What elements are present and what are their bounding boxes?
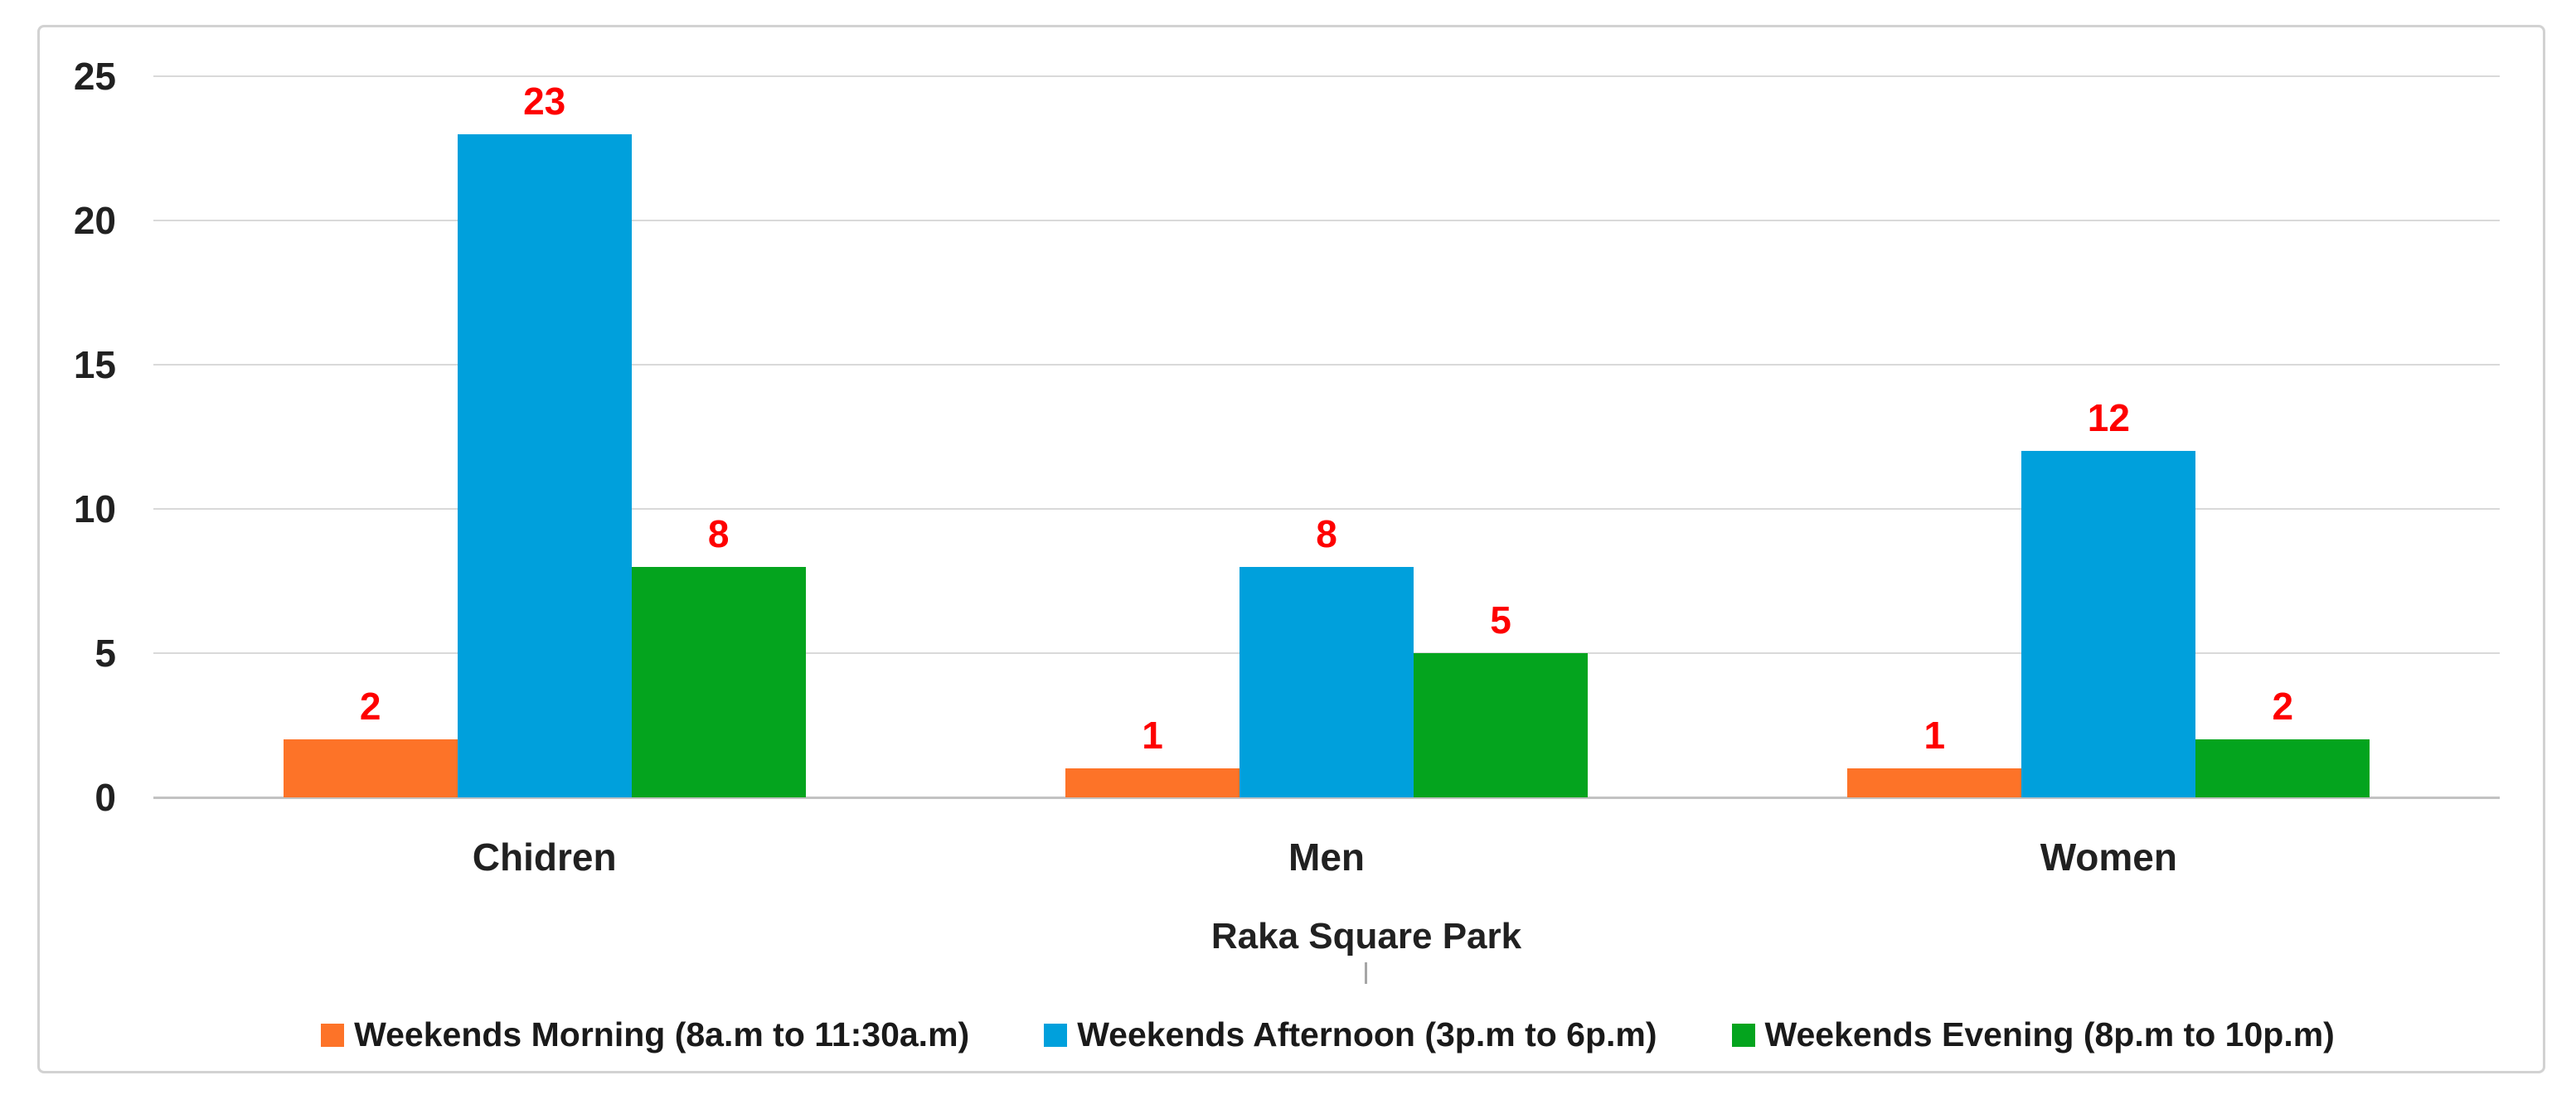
legend-label: Weekends Evening (8p.m to 10p.m) xyxy=(1764,1015,2335,1053)
bar-men-series-3 xyxy=(1414,653,1588,797)
bar-chidren-series-1 xyxy=(283,739,458,797)
bar-chidren-series-3 xyxy=(631,566,806,797)
gridline xyxy=(153,220,2500,221)
bar-women-series-3 xyxy=(2195,739,2370,797)
data-label: 2 xyxy=(359,685,381,729)
bar-chidren-series-2 xyxy=(457,133,632,797)
data-label: 23 xyxy=(523,79,566,123)
gridline xyxy=(153,75,2500,77)
category-label-chidren: Chidren xyxy=(472,836,617,879)
data-label: 12 xyxy=(2087,396,2130,440)
legend-item-1: Weekends Morning (8a.m to 11:30a.m) xyxy=(321,1015,969,1054)
bar-men-series-2 xyxy=(1239,566,1414,797)
category-label-women: Women xyxy=(2040,836,2177,879)
legend: Weekends Morning (8a.m to 11:30a.m) Weeke… xyxy=(40,1015,2576,1054)
bar-women-series-2 xyxy=(2021,451,2196,797)
category-axis-tick xyxy=(1365,962,1367,984)
data-label: 1 xyxy=(1924,714,1946,758)
legend-swatch-icon xyxy=(1044,1023,1068,1047)
legend-item-2: Weekends Afternoon (3p.m to 6p.m) xyxy=(1044,1015,1657,1054)
data-label: 5 xyxy=(1490,598,1511,642)
data-label: 8 xyxy=(1316,511,1337,555)
legend-swatch-icon xyxy=(321,1023,345,1047)
data-label: 1 xyxy=(1142,714,1163,758)
data-label: 8 xyxy=(707,511,730,555)
legend-swatch-icon xyxy=(1731,1023,1755,1047)
x-axis-title: Raka Square Park xyxy=(1210,916,1522,957)
gridline xyxy=(153,364,2500,366)
bar-women-series-1 xyxy=(1847,768,2022,797)
data-label: 2 xyxy=(2272,685,2294,729)
y-tick-label: 15 xyxy=(73,343,116,386)
y-tick-label: 20 xyxy=(73,199,116,242)
legend-label: Weekends Afternoon (3p.m to 6p.m) xyxy=(1077,1015,1657,1053)
y-tick-label: 25 xyxy=(73,55,116,98)
legend-item-3: Weekends Evening (8p.m to 10p.m) xyxy=(1731,1015,2335,1054)
chart-frame: 0 5 10 15 20 25 2 23 8 1 8 5 1 12 2 Chidren Men Women R… xyxy=(37,25,2545,1073)
y-tick-label: 5 xyxy=(95,632,116,675)
x-axis-line xyxy=(153,797,2500,799)
bar-men-series-1 xyxy=(1065,768,1239,797)
gridline xyxy=(153,508,2500,510)
legend-label: Weekends Morning (8a.m to 11:30a.m) xyxy=(354,1015,970,1053)
category-label-men: Men xyxy=(1288,836,1365,879)
y-tick-label: 0 xyxy=(95,776,116,819)
y-tick-label: 10 xyxy=(73,487,116,530)
